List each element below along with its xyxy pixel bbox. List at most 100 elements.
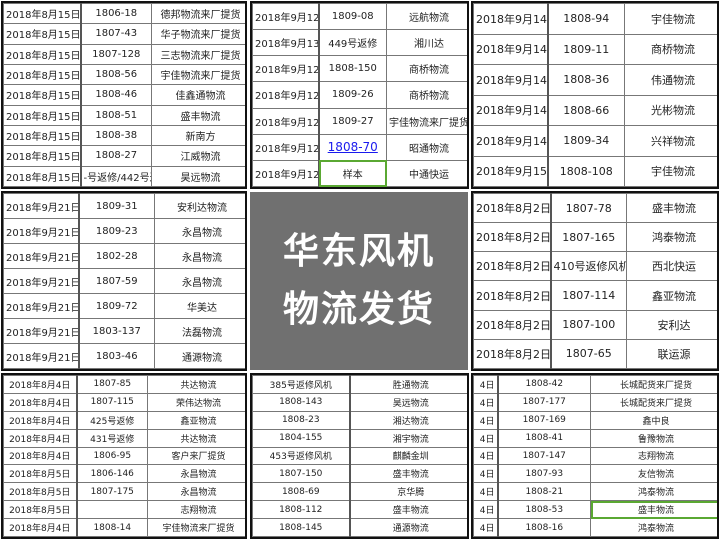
date-cell[interactable]: 2018年9月21日 [3,218,80,244]
date-cell[interactable]: 2018年8月5日 [3,500,78,519]
order-number-cell[interactable]: 1803-137 [78,318,155,344]
order-number-cell[interactable]: 1808-143 [252,392,351,412]
carrier-cell[interactable]: 共达物流 [147,428,245,448]
selected-carrier-cell[interactable]: 盛丰物流 [590,500,717,519]
carrier-cell[interactable]: 新南方 [151,124,245,147]
carrier-cell[interactable]: 通源物流 [349,518,467,537]
order-number-cell[interactable]: 1808-66 [547,94,625,126]
date-cell[interactable]: 2018年8月15日 [3,104,82,126]
order-number-cell[interactable]: 1807-147 [497,446,591,466]
date-cell[interactable]: 2018年9月14日 [473,64,549,96]
order-number-cell[interactable]: 1808-69 [252,482,351,502]
date-cell[interactable]: 2018年9月14日 [473,33,549,65]
order-number-cell[interactable]: 1807-165 [550,222,627,253]
date-cell[interactable]: 2018年9月21日 [3,193,80,219]
date-cell[interactable]: 2018年9月21日 [3,293,80,319]
carrier-cell[interactable]: 法磊物流 [154,318,245,344]
date-cell[interactable]: 2018年8月15日 [3,124,82,147]
date-cell[interactable]: 2018年8月2日 [473,280,552,311]
order-number-cell[interactable]: 1808-38 [80,124,152,147]
date-cell[interactable]: 2018年8月4日 [3,392,78,412]
carrier-cell[interactable]: 永昌物流 [154,218,245,244]
carrier-cell[interactable]: 通源物流 [154,343,245,369]
order-number-cell[interactable]: 1808-41 [497,428,591,448]
order-number-cell[interactable]: 1809-72 [78,293,155,319]
carrier-cell[interactable]: 宇佳物流来厂提货 [151,63,245,86]
carrier-cell[interactable]: 联运源 [626,338,717,369]
order-number-cell[interactable]: 1808-112 [252,500,351,519]
date-cell[interactable]: 2018年9月15日 [473,155,549,187]
date-cell[interactable]: 2018年8月4日 [3,446,78,466]
carrier-cell[interactable]: 江威物流 [151,145,245,167]
date-cell[interactable]: 2018年9月12日 [252,3,320,31]
carrier-cell[interactable]: 永昌物流 [147,482,245,502]
date-cell[interactable]: 2018年9月12日 [252,133,320,161]
order-number-cell[interactable]: 1807-78 [550,193,627,224]
date-cell[interactable]: 2018年8月4日 [3,375,78,394]
date-cell[interactable]: 2018年9月12日 [252,159,320,187]
order-number-cell[interactable]: 410号返修风机 [550,251,627,282]
carrier-cell[interactable]: 志翔物流 [147,500,245,519]
carrier-cell[interactable]: 湘川达 [386,29,467,57]
date-cell[interactable]: 2018年9月12日 [252,81,320,109]
order-number-cell[interactable]: 1808-70 [318,133,387,161]
order-number-link[interactable]: 1808-70 [327,140,378,155]
carrier-cell[interactable]: 鑫中良 [590,410,717,430]
date-cell[interactable]: 4日 [473,500,499,519]
date-cell[interactable]: 2018年8月2日 [473,309,552,340]
carrier-cell[interactable]: 德邦物流来厂提货 [151,3,245,25]
date-cell[interactable]: 2018年8月4日 [3,410,78,430]
date-cell[interactable]: 2018年8月5日 [3,464,78,484]
carrier-cell[interactable]: 盛丰物流 [349,500,467,519]
date-cell[interactable]: 4日 [473,428,499,448]
carrier-cell[interactable]: 京华腾 [349,482,467,502]
order-number-cell[interactable]: 1807-169 [497,410,591,430]
date-cell[interactable]: 4日 [473,375,499,394]
carrier-cell[interactable]: 商桥物流 [624,33,717,65]
carrier-cell[interactable]: 远航物流 [386,3,467,31]
carrier-cell[interactable]: 商桥物流 [386,55,467,83]
order-number-cell[interactable]: 1807-177 [497,392,591,412]
order-number-cell[interactable]: 1809-34 [547,125,625,157]
selected-order-number-cell[interactable]: 样本 [318,159,387,187]
order-number-cell[interactable]: 1808-27 [80,145,152,167]
order-number-cell[interactable]: 449号返修 [318,29,387,57]
order-number-cell[interactable]: 1806-18 [80,3,152,25]
date-cell[interactable]: 2018年9月21日 [3,343,80,369]
order-number-cell[interactable]: 453号返修风机 [252,446,351,466]
date-cell[interactable]: 2018年8月2日 [473,193,552,224]
carrier-cell[interactable]: 昊远物流 [349,392,467,412]
date-cell[interactable]: 2018年8月2日 [473,222,552,253]
order-number-cell[interactable]: 1807-150 [252,464,351,484]
carrier-cell[interactable]: 麒麟金圳 [349,446,467,466]
carrier-cell[interactable]: 宇佳物流来厂提货 [386,107,467,135]
carrier-cell[interactable]: 商桥物流 [386,81,467,109]
date-cell[interactable]: 2018年9月14日 [473,125,549,157]
date-cell[interactable]: 2018年8月15日 [3,63,82,86]
date-cell[interactable]: 2018年8月5日 [3,482,78,502]
date-cell[interactable]: 2018年8月15日 [3,43,82,65]
order-number-cell[interactable]: 1806-146 [76,464,148,484]
carrier-cell[interactable]: 光彬物流 [624,94,717,126]
date-cell[interactable]: 2018年9月12日 [252,55,320,83]
carrier-cell[interactable]: 兴祥物流 [624,125,717,157]
order-number-cell[interactable]: 1809-11 [547,33,625,65]
date-cell[interactable]: 2018年8月15日 [3,165,82,187]
order-number-cell[interactable]: 1808-36 [547,64,625,96]
carrier-cell[interactable]: 友信物流 [590,464,717,484]
carrier-cell[interactable]: 昊远物流 [151,165,245,187]
date-cell[interactable]: 2018年8月15日 [3,3,82,25]
date-cell[interactable]: 2018年8月2日 [473,251,552,282]
date-cell[interactable]: 2018年9月21日 [3,243,80,269]
order-number-cell[interactable]: 1808-94 [547,3,625,35]
carrier-cell[interactable]: 盛丰物流 [151,104,245,126]
carrier-cell[interactable]: 客户来厂提货 [147,446,245,466]
order-number-cell[interactable]: 425号返修 [76,410,148,430]
date-cell[interactable]: 2018年9月12日 [252,107,320,135]
carrier-cell[interactable]: 共达物流 [147,375,245,394]
date-cell[interactable]: 2018年9月21日 [3,318,80,344]
order-number-cell[interactable]: 1807-65 [550,338,627,369]
order-number-cell[interactable]: 1807-59 [78,268,155,294]
order-number-cell[interactable]: 1808-14 [76,518,148,537]
date-cell[interactable]: 4日 [473,464,499,484]
